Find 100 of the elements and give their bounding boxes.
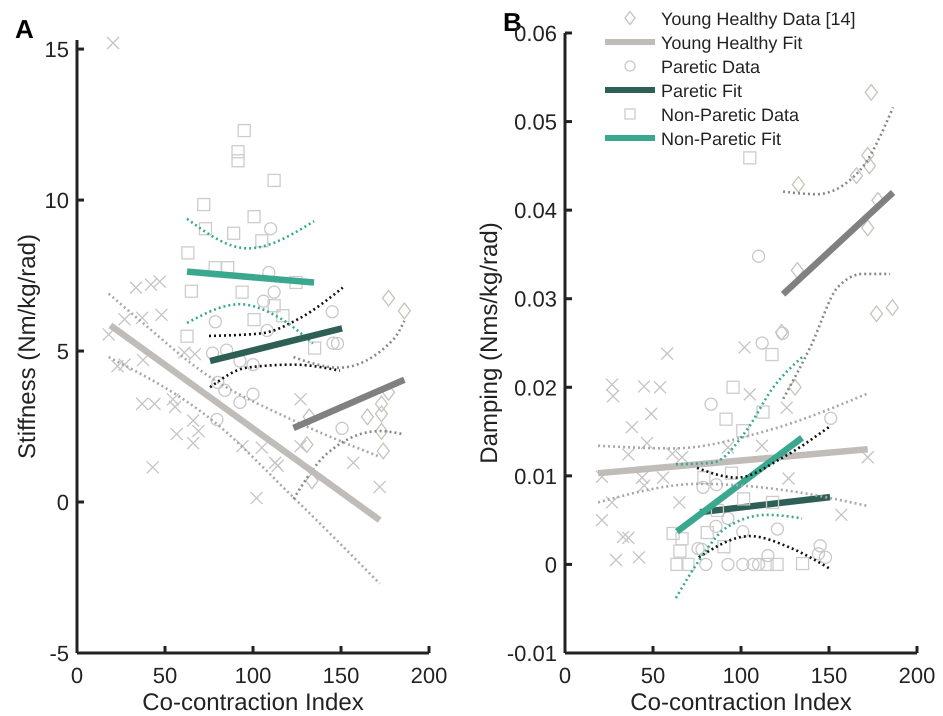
point (765, 348, 779, 362)
point (675, 532, 689, 546)
y-tick-label: 15 (44, 37, 69, 62)
point (726, 380, 740, 394)
point (834, 508, 848, 522)
point (864, 84, 878, 101)
point (766, 496, 780, 510)
point (761, 548, 775, 562)
point (346, 456, 360, 470)
point (699, 558, 712, 572)
point (144, 278, 158, 292)
point (197, 198, 210, 212)
x-tick-label: 50 (640, 663, 666, 688)
point (850, 167, 864, 184)
point (153, 274, 166, 288)
point (670, 558, 684, 572)
point (861, 219, 874, 236)
point (231, 154, 245, 168)
legend-label: Young Healthy Fit (661, 33, 802, 53)
point (374, 422, 388, 440)
point (675, 450, 689, 464)
point (752, 558, 766, 572)
point (790, 262, 804, 279)
point (746, 558, 760, 572)
point (755, 336, 769, 350)
x-tick-label: 50 (152, 663, 178, 688)
point (373, 480, 386, 494)
point (211, 376, 224, 390)
point (267, 299, 281, 312)
point (186, 414, 200, 428)
point (743, 151, 756, 165)
point (294, 392, 308, 406)
point (398, 302, 412, 320)
point (770, 522, 784, 536)
point (168, 400, 182, 414)
point (861, 146, 874, 164)
y-axis-title: Stiffness (Nm/kg/rad) (14, 234, 41, 459)
point (238, 124, 251, 138)
legend-label: Non-Paretic Fit (661, 129, 782, 149)
point (246, 358, 260, 372)
point (666, 447, 680, 460)
y-tick-label: 0.05 (514, 110, 557, 135)
point (760, 558, 774, 572)
point (198, 222, 212, 236)
point (625, 420, 639, 434)
point (110, 359, 124, 373)
point (770, 558, 784, 572)
point (755, 439, 769, 452)
point (606, 389, 620, 403)
point (721, 440, 735, 454)
point (180, 330, 194, 343)
point (170, 427, 184, 441)
point (247, 210, 261, 224)
point (154, 308, 168, 322)
point (756, 405, 770, 419)
point (638, 478, 651, 492)
point (136, 353, 150, 367)
point (106, 36, 120, 50)
point (276, 309, 290, 322)
x-tick-label: 200 (410, 663, 448, 688)
point (672, 496, 686, 510)
point (102, 328, 116, 342)
point (129, 280, 143, 294)
x-axis-title: Co-contraction Index (142, 689, 364, 716)
y-tick-label: 10 (44, 188, 69, 214)
point (246, 388, 260, 401)
point (260, 324, 274, 338)
point (824, 412, 838, 425)
point (236, 440, 250, 453)
point (374, 405, 388, 422)
y-tick-label: 0 (56, 490, 69, 516)
point (255, 441, 268, 454)
point (186, 436, 200, 450)
point (653, 380, 667, 394)
point (270, 459, 284, 472)
point (605, 378, 619, 392)
line-series (696, 424, 832, 479)
point (736, 525, 750, 538)
point (382, 290, 396, 307)
point (691, 542, 705, 556)
point (700, 526, 714, 540)
point (660, 346, 674, 360)
point (696, 480, 710, 494)
point (719, 412, 733, 426)
point (294, 440, 308, 453)
point (818, 550, 832, 564)
point (697, 470, 711, 484)
point (208, 315, 222, 328)
legend-label: Young Healthy Data [14] (661, 9, 856, 29)
x-tick-label: 200 (898, 663, 936, 688)
point (743, 388, 756, 402)
point (886, 299, 900, 316)
point (360, 408, 374, 426)
point (640, 436, 654, 450)
point (695, 542, 709, 556)
point (861, 450, 874, 464)
y-tick-label: 0.04 (514, 198, 557, 224)
point (226, 226, 240, 240)
point (717, 540, 731, 554)
point (736, 424, 750, 438)
